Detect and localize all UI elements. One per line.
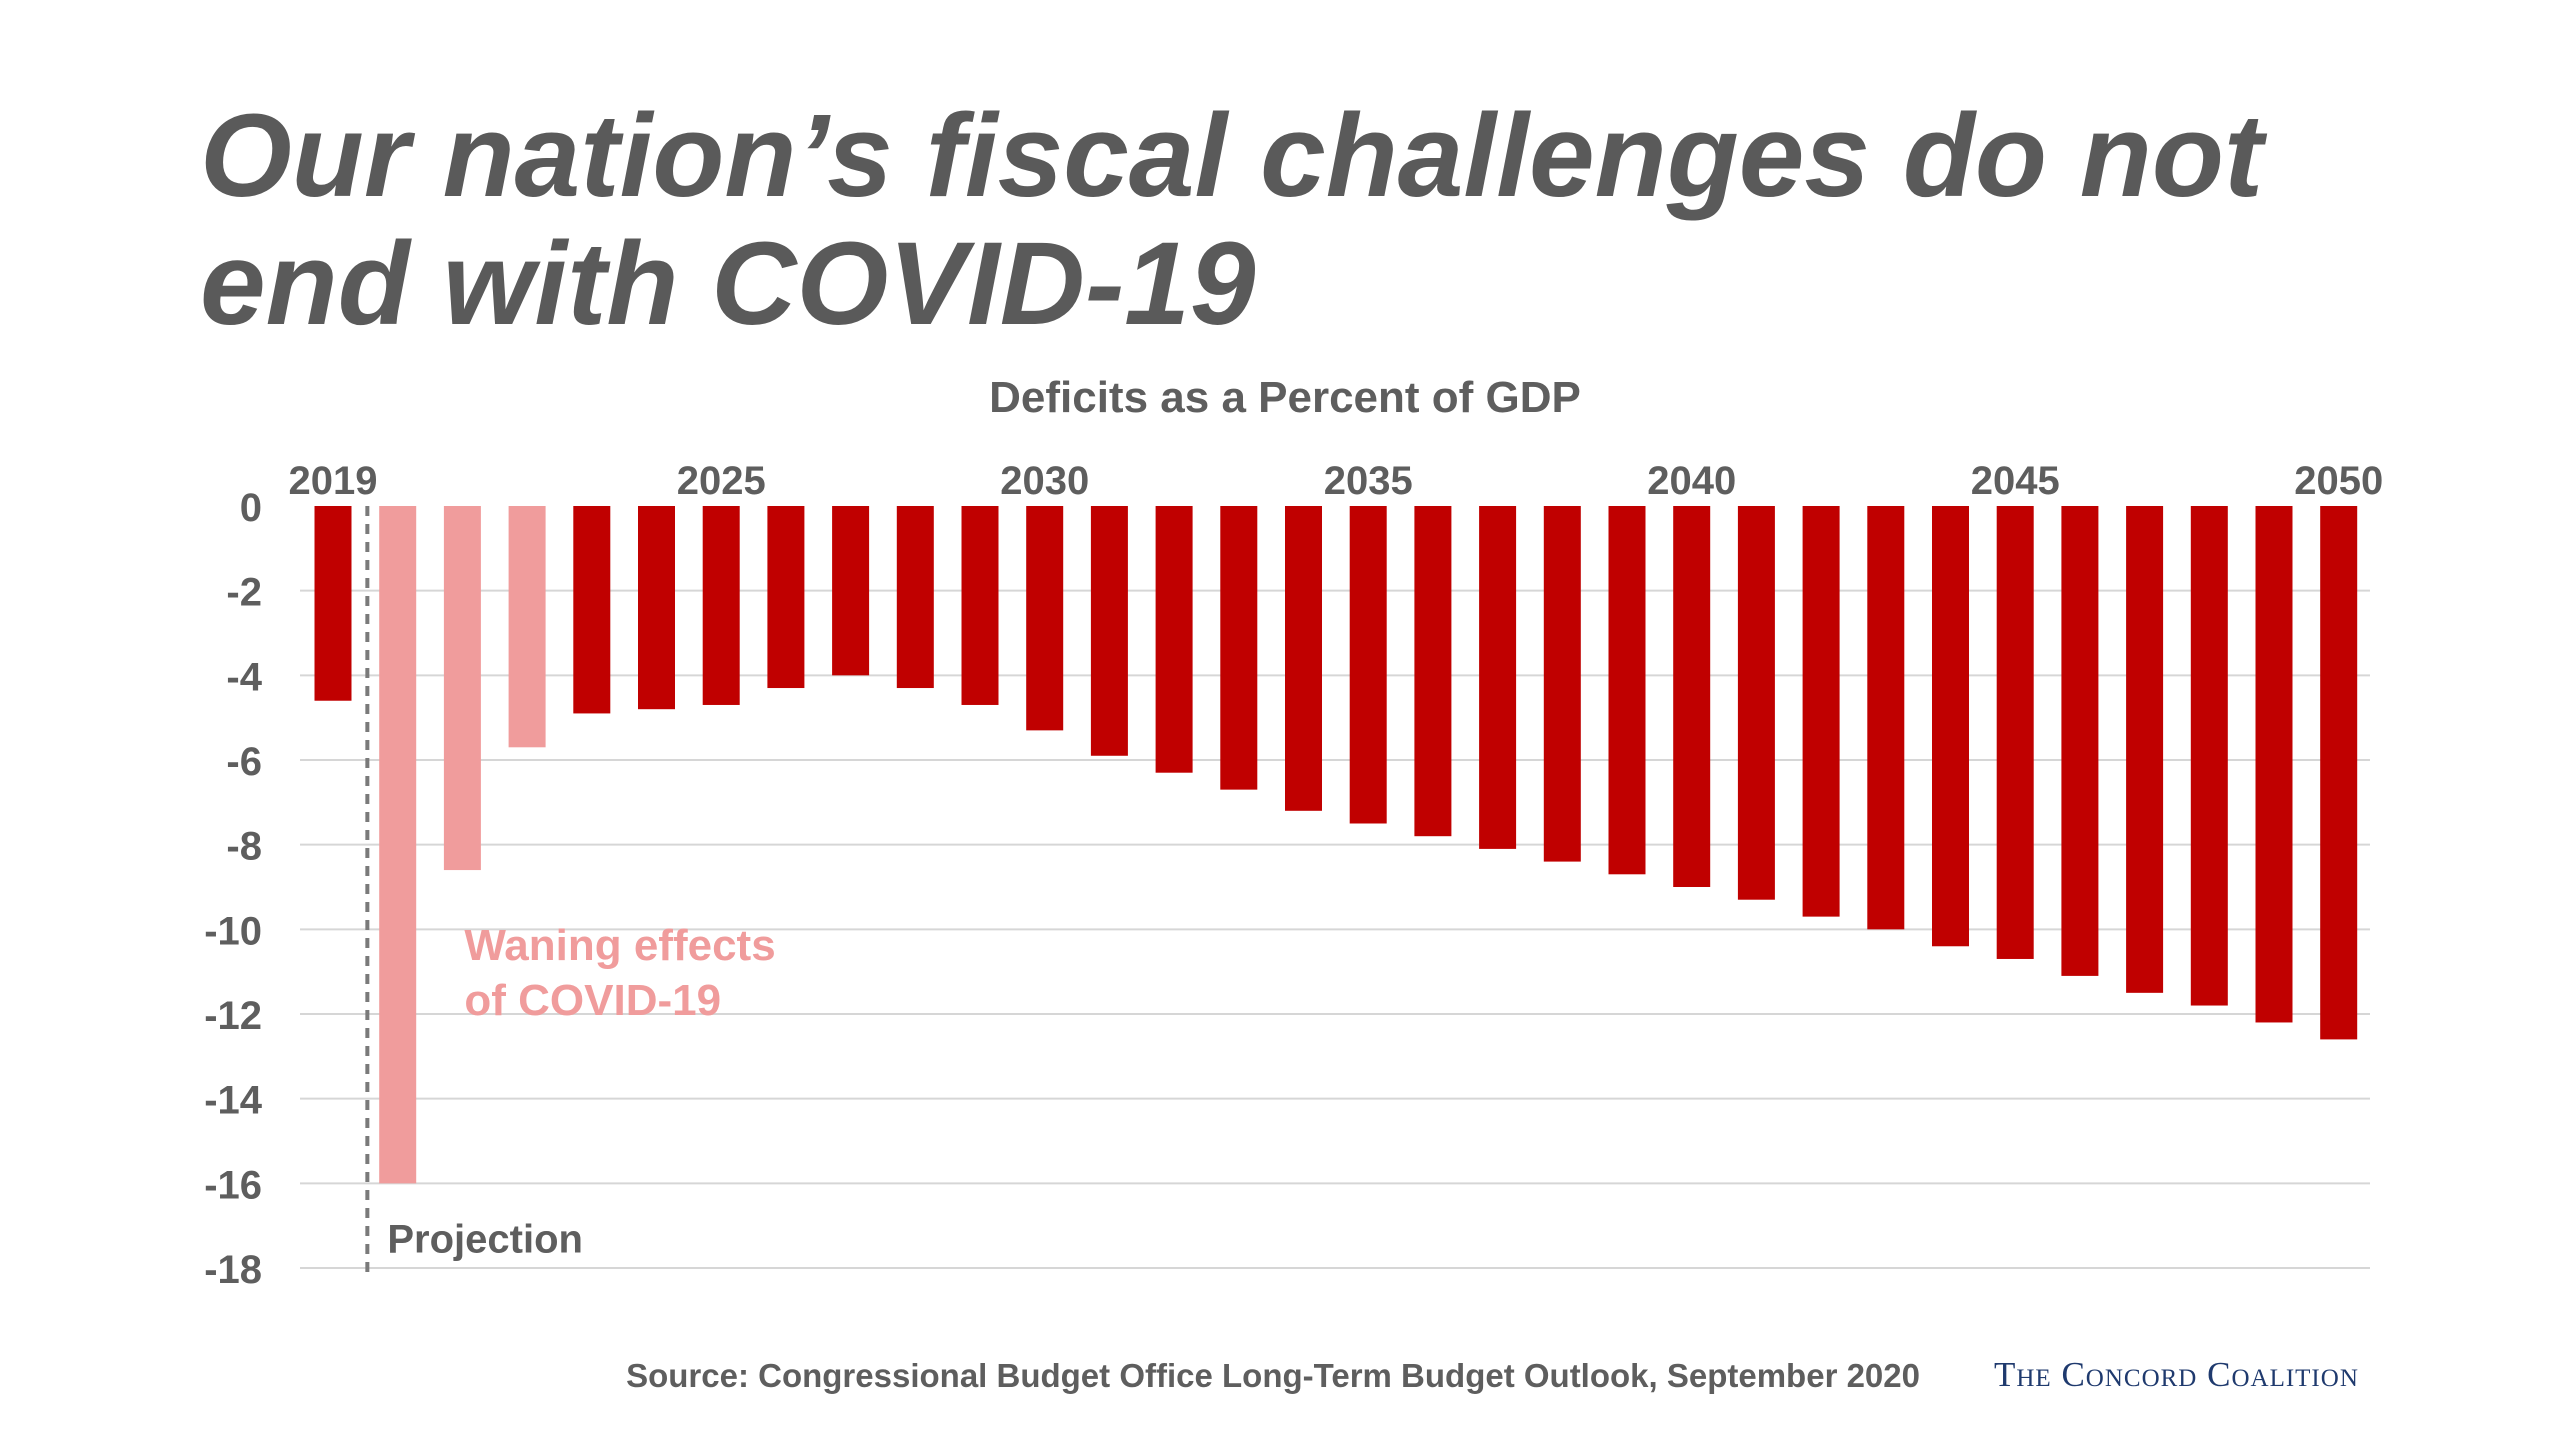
bar-2043 [1867,506,1905,930]
bar-2036 [1414,506,1452,837]
y-tick-label: -10 [204,909,262,953]
covid-annotation-line-2: of COVID-19 [464,976,721,1025]
bar-2029 [961,506,999,705]
x-tick-label: 2045 [1971,459,2060,503]
chart-title: Deficits as a Percent of GDP [989,373,1581,422]
y-tick-label: -16 [204,1163,262,1207]
bar-2023 [573,506,611,714]
x-tick-label: 2019 [289,459,378,503]
y-tick-label: -2 [226,571,262,615]
y-tick-label: -18 [204,1248,262,1292]
y-tick-label: -6 [226,740,262,784]
bar-2044 [1932,506,1969,947]
y-tick-label: -4 [226,655,262,699]
x-tick-label: 2025 [677,459,766,503]
bar-2049 [2255,506,2293,1023]
bar-2026 [767,506,805,689]
bar-2024 [638,506,675,710]
bar-2035 [1349,506,1387,824]
covid-annotation-line-1: Waning effects [464,921,775,970]
bar-2022 [508,506,546,748]
bar-2047 [2126,506,2164,993]
bar-2040 [1673,506,1711,887]
bar-2046 [2061,506,2099,976]
bar-2048 [2190,506,2228,1006]
bar-2031 [1090,506,1128,756]
bar-2050 [2320,506,2358,1040]
x-tick-label: 2030 [1000,459,1089,503]
bar-2041 [1737,506,1775,900]
y-tick-label: 0 [240,486,262,530]
x-tick-label: 2040 [1647,459,1736,503]
bar-2019 [314,506,352,701]
bar-2039 [1608,506,1646,875]
bar-2025 [702,506,740,705]
concord-coalition-logo: The Concord Coalition [1994,1355,2359,1394]
projection-label: Projection [387,1217,583,1261]
x-tick-label: 2035 [1324,459,1413,503]
y-tick-label: -8 [226,825,262,869]
x-tick-label: 2050 [2294,459,2383,503]
bar-2021 [443,506,481,871]
bar-2030 [1026,506,1064,731]
bar-2027 [832,506,870,676]
bar-2038 [1543,506,1581,862]
bar-2037 [1479,506,1517,849]
y-tick-label: -14 [204,1079,263,1123]
x-axis-ticks: 2019 2025 2030 2035 2040 2045 2050 [289,459,2384,503]
bar-2034 [1285,506,1322,811]
slide-title: Our nation’s fiscal challenges do not en… [200,90,2264,350]
bar-2045 [1996,506,2034,959]
y-axis-ticks: 0 -2 -4 -6 -8 -10 -12 -14 -16 -18 [204,486,263,1292]
bar-2032 [1155,506,1193,773]
y-tick-label: -12 [204,994,262,1038]
bar-2028 [896,506,934,689]
bars [314,506,2358,1184]
source-note: Source: Congressional Budget Office Long… [626,1357,1920,1394]
bar-2020 [379,506,417,1184]
bar-2042 [1802,506,1840,917]
bar-2033 [1220,506,1258,790]
